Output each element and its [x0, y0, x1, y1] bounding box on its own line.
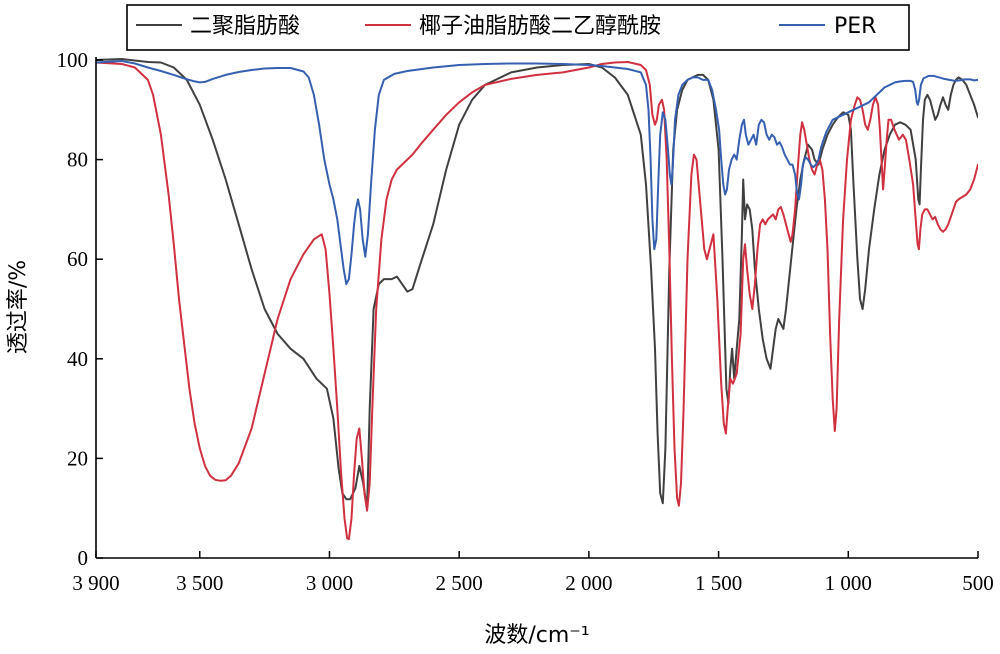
legend: 二聚脂肪酸 椰子油脂肪酸二乙醇酰胺 PER — [126, 4, 910, 51]
legend-item-coconut-diethanolamide: 椰子油脂肪酸二乙醇酰胺 — [365, 14, 661, 39]
legend-label-dimer-acid: 二聚脂肪酸 — [190, 14, 300, 39]
legend-label-coconut-diethanolamide: 椰子油脂肪酸二乙醇酰胺 — [419, 14, 661, 39]
series-layer — [96, 58, 978, 541]
x-tick-label-6: 1 000 — [825, 571, 872, 595]
y-tick-label-4: 80 — [67, 148, 88, 172]
y-tick-label-0: 0 — [78, 546, 89, 570]
y-tick-label-5: 100 — [57, 48, 89, 72]
x-tick-label-4: 2 000 — [565, 571, 612, 595]
x-tick-label-7: 500 — [962, 571, 994, 595]
x-tick-label-5: 1 500 — [695, 571, 742, 595]
legend-item-dimer-acid: 二聚脂肪酸 — [136, 14, 300, 39]
x-tick-label-1: 3 500 — [176, 571, 223, 595]
y-axis-title: 透过率/% — [6, 260, 31, 354]
y-tick-label-3: 60 — [67, 247, 88, 271]
x-tick-label-3: 2 500 — [436, 571, 483, 595]
x-tick-label-0: 3 900 — [72, 571, 119, 595]
series-line-coconut-diethanolamide — [96, 61, 978, 541]
legend-box — [126, 4, 910, 51]
x-tick-label-2: 3 000 — [306, 571, 353, 595]
series-line-per — [96, 60, 978, 286]
axes — [95, 57, 978, 559]
x-ticks: 3 900 3 500 3 000 2 500 2 000 1 500 1 000 500 — [72, 551, 994, 595]
y-tick-label-1: 20 — [67, 446, 88, 470]
y-tick-label-2: 40 — [67, 347, 88, 371]
y-ticks: 0 20 40 60 80 100 — [57, 48, 103, 570]
x-axis-title: 波数/cm⁻¹ — [484, 623, 589, 648]
legend-label-per: PER — [834, 14, 876, 39]
legend-item-per: PER — [779, 14, 876, 39]
